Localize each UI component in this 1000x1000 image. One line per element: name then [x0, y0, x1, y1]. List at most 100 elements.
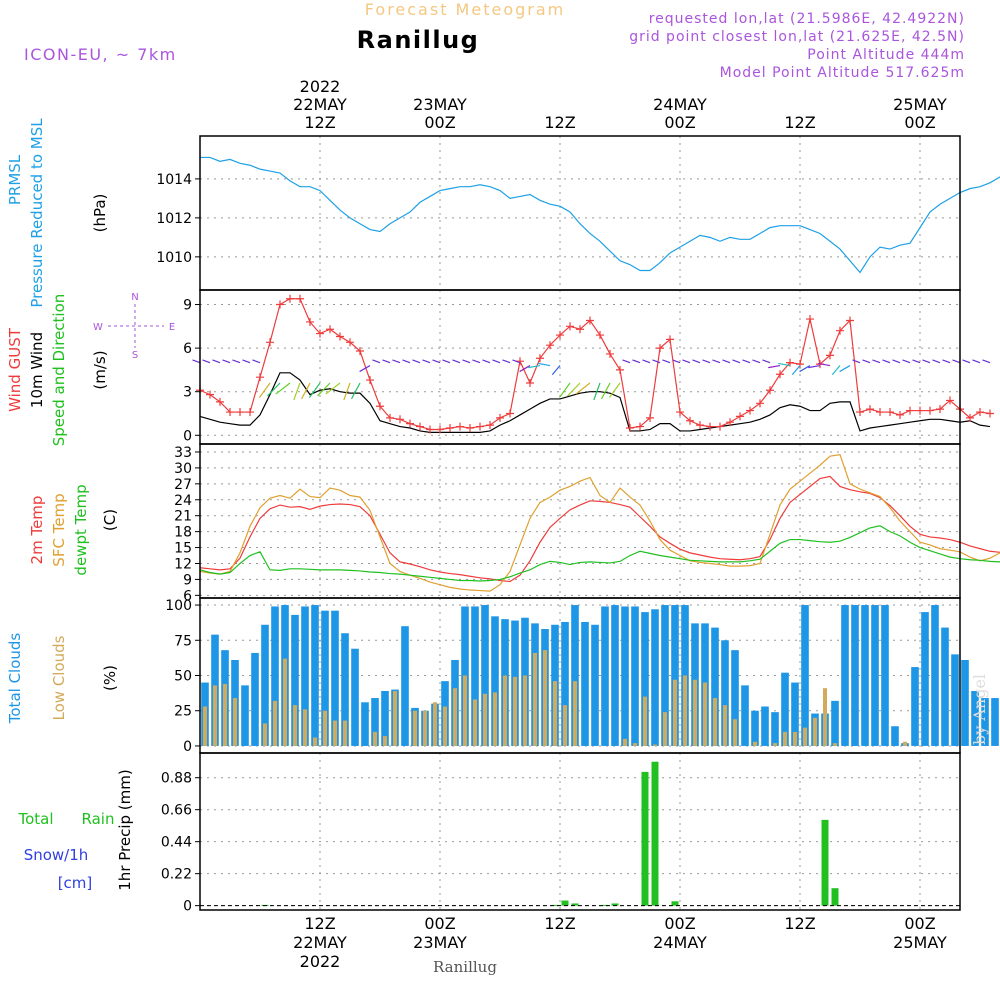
- gridpoint-coords: grid point closest lon,lat (21.625E, 42.…: [629, 29, 965, 45]
- top-axis-date: 25MAY: [893, 95, 947, 114]
- gust-marker: [746, 406, 754, 415]
- low-cloud-bar: [573, 681, 577, 746]
- panel-wind: 0 3 6 9 Wind GUST 10m Wind Speed and Direction…: [6, 289, 994, 447]
- rain-bar: [821, 819, 829, 906]
- top-axis-date: 23MAY: [413, 95, 467, 114]
- wind-arrow: [202, 359, 211, 364]
- gust-marker: [716, 422, 724, 431]
- wind-arrow: [702, 359, 711, 364]
- ytick-label: 1010: [156, 250, 192, 266]
- pressure-unit: (hPa): [91, 194, 109, 233]
- gust-marker: [886, 408, 894, 417]
- wind-arrow: [742, 359, 751, 364]
- ytick-label: 3: [183, 385, 192, 401]
- total-cloud-bar: [311, 605, 319, 746]
- total-cloud-bar: [741, 685, 749, 746]
- low-cloud-bar: [273, 700, 277, 746]
- ytick-label: 9: [183, 298, 192, 314]
- wind-arrow: [831, 365, 841, 376]
- compass-n: N: [131, 292, 138, 303]
- low-cloud-bar: [213, 685, 217, 746]
- total-cloud-bar: [641, 612, 649, 746]
- wind-arrow: [912, 359, 921, 364]
- wind-arrow: [872, 359, 881, 364]
- total-cloud-bar: [801, 605, 809, 746]
- gust-marker: [396, 415, 404, 424]
- requested-coords: requested lon,lat (21.5986E, 42.4922N): [649, 11, 965, 27]
- low-cloud-bar: [563, 705, 567, 746]
- ytick-label: 30: [174, 461, 192, 477]
- total-cloud-bar: [351, 648, 359, 746]
- gust-marker: [666, 335, 674, 344]
- total-cloud-bar: [941, 627, 949, 746]
- low-cloud-bar: [223, 683, 227, 746]
- total-cloud-bar: [871, 605, 879, 746]
- gust-marker: [836, 326, 844, 335]
- total-cloud-bar: [761, 706, 769, 746]
- low-cloud-bar: [203, 706, 207, 746]
- gust-marker: [376, 402, 384, 411]
- panel-border: [199, 135, 961, 291]
- total-cloud-bar: [971, 691, 979, 746]
- wind-arrow: [392, 359, 401, 364]
- wind-arrow: [551, 365, 561, 376]
- wind-arrow: [267, 382, 281, 397]
- wind-arrow: [622, 359, 631, 364]
- ytick-label: 1014: [156, 172, 192, 188]
- low-cloud-bar: [453, 688, 457, 746]
- rain-bar: [551, 904, 559, 906]
- total-cloud-bar: [571, 605, 579, 746]
- gust-marker: [766, 386, 774, 395]
- gust-marker: [476, 422, 484, 431]
- gust-marker: [676, 408, 684, 417]
- rain-bar: [571, 903, 579, 906]
- gust-marker: [486, 421, 494, 430]
- gust-marker: [556, 331, 564, 340]
- wind-arrow: [972, 359, 981, 364]
- wind-arrow: [359, 365, 371, 373]
- total-cloud-bar: [471, 606, 479, 746]
- gust-marker: [446, 424, 454, 433]
- gust-marker: [726, 418, 734, 427]
- wind-arrow: [317, 382, 331, 397]
- total-cloud-bar: [751, 710, 759, 746]
- temp-line-sfc: [199, 453, 1000, 592]
- gust-marker: [846, 316, 854, 325]
- total-cloud-bar: [991, 698, 999, 746]
- total-cloud-bar: [781, 672, 789, 746]
- wind-arrow: [422, 359, 431, 364]
- wind-arrow: [222, 359, 231, 364]
- bottom-axis-date: 22MAY: [293, 933, 347, 952]
- wind-dir-ylabel: Speed and Direction: [50, 294, 68, 447]
- top-axis-year: 2022: [300, 77, 341, 96]
- model-label: ICON-EU, ~ 7km: [24, 45, 177, 64]
- ytick-label: 18: [174, 525, 192, 541]
- low-cloud-bar: [713, 698, 717, 746]
- total-cloud-bar: [711, 627, 719, 746]
- gust-marker: [576, 325, 584, 334]
- low-cloud-bar: [473, 699, 477, 746]
- gust-marker: [466, 424, 474, 433]
- low-cloud-bar: [793, 731, 797, 746]
- low-cloud-bar: [373, 731, 377, 746]
- ytick-label: 0.44: [161, 835, 192, 851]
- low-cloud-bar: [703, 682, 707, 746]
- wind-arrow: [325, 382, 341, 395]
- total-cloud-bar: [601, 606, 609, 746]
- gust-marker: [976, 408, 984, 417]
- wind-arrow: [372, 359, 381, 364]
- wind-arrow: [952, 359, 961, 364]
- low-cloud-bar: [303, 709, 307, 746]
- wind-gust-ylabel: Wind GUST: [6, 327, 24, 412]
- ytick-label: 0: [183, 428, 192, 444]
- total-cloud-bar: [491, 616, 499, 746]
- ytick-label: 12: [174, 556, 192, 572]
- gust-marker: [706, 422, 714, 431]
- gust-marker: [356, 347, 364, 356]
- rain-bar: [641, 771, 649, 906]
- total-cloud-bar: [301, 606, 309, 746]
- supertitle: Forecast Meteogram: [365, 0, 565, 19]
- gust-marker: [866, 405, 874, 414]
- low-cloud-bar: [623, 738, 627, 746]
- gust-marker: [606, 349, 614, 358]
